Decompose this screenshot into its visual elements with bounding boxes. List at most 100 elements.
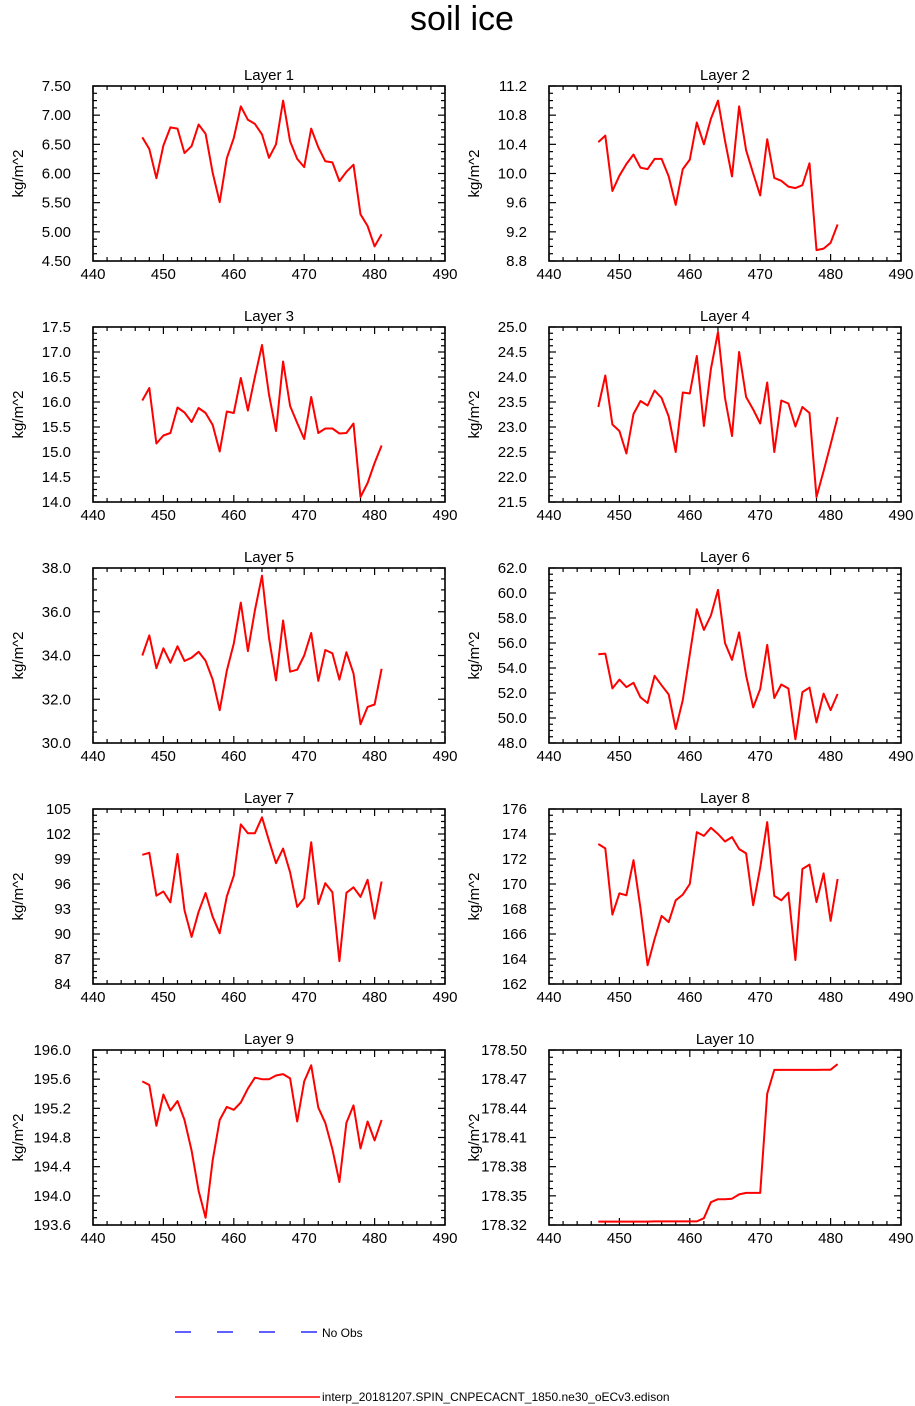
y-tick-label: 11.2 xyxy=(499,78,527,95)
x-tick-label: 480 xyxy=(362,507,387,524)
chart-panel-layer-7: Layer 7 kg/m^2 440 450 460 470 480 490 84 87 90 93 9… xyxy=(10,790,458,1006)
x-tick-label: 470 xyxy=(292,989,317,1006)
x-tick-label: 490 xyxy=(432,1230,457,1247)
x-tick-label: 450 xyxy=(607,989,632,1006)
x-tick-label: 450 xyxy=(151,748,176,765)
y-tick-label: 194.8 xyxy=(33,1130,71,1147)
y-tick-label: 17.0 xyxy=(42,344,71,361)
x-tick-label: 490 xyxy=(432,266,457,283)
legend-no-obs-label: No Obs xyxy=(322,1326,363,1340)
plot-frame xyxy=(548,567,902,744)
y-tick-label: 15.0 xyxy=(42,444,71,461)
y-tick-label: 174 xyxy=(502,826,527,843)
y-axis-label: kg/m^2 xyxy=(466,1114,483,1162)
chart-panel-layer-4: Layer 4 kg/m^2 440 450 460 470 480 490 21.5 22.0 2… xyxy=(466,308,914,524)
y-tick-label: 21.5 xyxy=(498,494,527,511)
x-tick-label: 440 xyxy=(536,1230,561,1247)
panel-title: Layer 6 xyxy=(700,549,750,566)
y-tick-label: 54.0 xyxy=(498,660,527,677)
x-tick-label: 440 xyxy=(536,507,561,524)
y-tick-label: 193.6 xyxy=(33,1217,71,1234)
y-tick-label: 164 xyxy=(502,951,527,968)
plot-frame xyxy=(92,326,446,503)
y-tick-label: 105 xyxy=(46,801,71,818)
plot-frame xyxy=(92,808,446,985)
x-tick-label: 440 xyxy=(80,1230,105,1247)
x-tick-label: 440 xyxy=(536,989,561,1006)
x-tick-label: 480 xyxy=(818,989,843,1006)
x-tick-label: 470 xyxy=(748,989,773,1006)
x-tick-label: 480 xyxy=(362,748,387,765)
chart-panel-layer-2: Layer 2 kg/m^2 440 450 460 470 480 490 8.8 9.2 9.6… xyxy=(466,67,914,283)
y-tick-label: 25.0 xyxy=(498,319,527,336)
series-line xyxy=(141,1064,383,1219)
panel-title: Layer 3 xyxy=(244,308,294,325)
panel-grid: Layer 1 kg/m^2 440 450 460 470 480 490 4.50 5.00 5… xyxy=(10,67,914,1247)
x-tick-label: 450 xyxy=(607,748,632,765)
y-tick-label: 22.0 xyxy=(498,469,527,486)
x-tick-label: 460 xyxy=(677,266,702,283)
x-tick-label: 490 xyxy=(432,748,457,765)
series-line xyxy=(142,816,383,963)
x-tick-label: 460 xyxy=(677,1230,702,1247)
y-tick-label: 9.2 xyxy=(506,224,527,241)
y-axis-label: kg/m^2 xyxy=(466,873,483,921)
panel-title: Layer 4 xyxy=(700,308,750,325)
y-tick-label: 96 xyxy=(54,876,71,893)
y-tick-label: 168 xyxy=(502,901,527,918)
y-tick-label: 56.0 xyxy=(498,635,527,652)
x-tick-label: 470 xyxy=(748,748,773,765)
plot-frame xyxy=(92,567,446,744)
y-tick-label: 7.50 xyxy=(42,78,71,95)
y-tick-label: 48.0 xyxy=(498,735,527,752)
x-tick-label: 460 xyxy=(677,989,702,1006)
x-tick-label: 490 xyxy=(888,507,913,524)
y-tick-label: 99 xyxy=(54,851,71,868)
panel-title: Layer 8 xyxy=(700,790,750,807)
legend-model-label: interp_20181207.SPIN_CNPECACNT_1850.ne30… xyxy=(322,1390,670,1404)
y-tick-label: 14.0 xyxy=(42,494,71,511)
x-tick-label: 490 xyxy=(888,748,913,765)
series-line xyxy=(141,344,383,498)
y-tick-label: 24.0 xyxy=(498,369,527,386)
series-line xyxy=(598,1063,839,1223)
panel-title: Layer 1 xyxy=(244,67,294,84)
y-tick-label: 195.2 xyxy=(33,1100,71,1117)
figure-title: soil ice xyxy=(410,0,514,38)
y-tick-label: 5.00 xyxy=(42,224,71,241)
y-tick-label: 52.0 xyxy=(498,685,527,702)
y-axis-label: kg/m^2 xyxy=(466,391,483,439)
y-tick-label: 90 xyxy=(54,926,71,943)
x-tick-label: 490 xyxy=(888,1230,913,1247)
panel-title: Layer 2 xyxy=(700,67,750,84)
y-tick-label: 162 xyxy=(502,976,527,993)
y-tick-label: 10.4 xyxy=(498,136,527,153)
y-tick-label: 178.44 xyxy=(481,1100,527,1117)
plot-frame xyxy=(92,1049,446,1226)
x-tick-label: 480 xyxy=(362,1230,387,1247)
y-tick-label: 16.0 xyxy=(42,394,71,411)
x-tick-label: 450 xyxy=(151,266,176,283)
x-tick-label: 440 xyxy=(80,748,105,765)
y-tick-label: 23.5 xyxy=(498,394,527,411)
plot-frame xyxy=(92,85,446,262)
plot-frame xyxy=(548,85,902,262)
x-tick-label: 460 xyxy=(677,748,702,765)
x-tick-label: 450 xyxy=(607,266,632,283)
y-tick-label: 176 xyxy=(502,801,527,818)
panel-title: Layer 7 xyxy=(244,790,294,807)
y-tick-label: 84 xyxy=(54,976,71,993)
y-tick-label: 10.8 xyxy=(498,107,527,124)
chart-panel-layer-9: Layer 9 kg/m^2 440 450 460 470 480 490 193.6 194.… xyxy=(10,1031,458,1247)
x-tick-label: 440 xyxy=(536,748,561,765)
x-tick-label: 470 xyxy=(292,1230,317,1247)
x-tick-label: 460 xyxy=(221,266,246,283)
y-tick-label: 172 xyxy=(502,851,527,868)
y-tick-label: 93 xyxy=(54,901,71,918)
y-axis-label: kg/m^2 xyxy=(10,391,27,439)
panel-title: Layer 10 xyxy=(696,1031,754,1048)
chart-panel-layer-3: Layer 3 kg/m^2 440 450 460 470 480 490 14.0 14.5 1… xyxy=(10,308,458,524)
y-tick-label: 7.00 xyxy=(42,107,71,124)
y-axis-label: kg/m^2 xyxy=(10,873,27,921)
x-tick-label: 460 xyxy=(677,507,702,524)
